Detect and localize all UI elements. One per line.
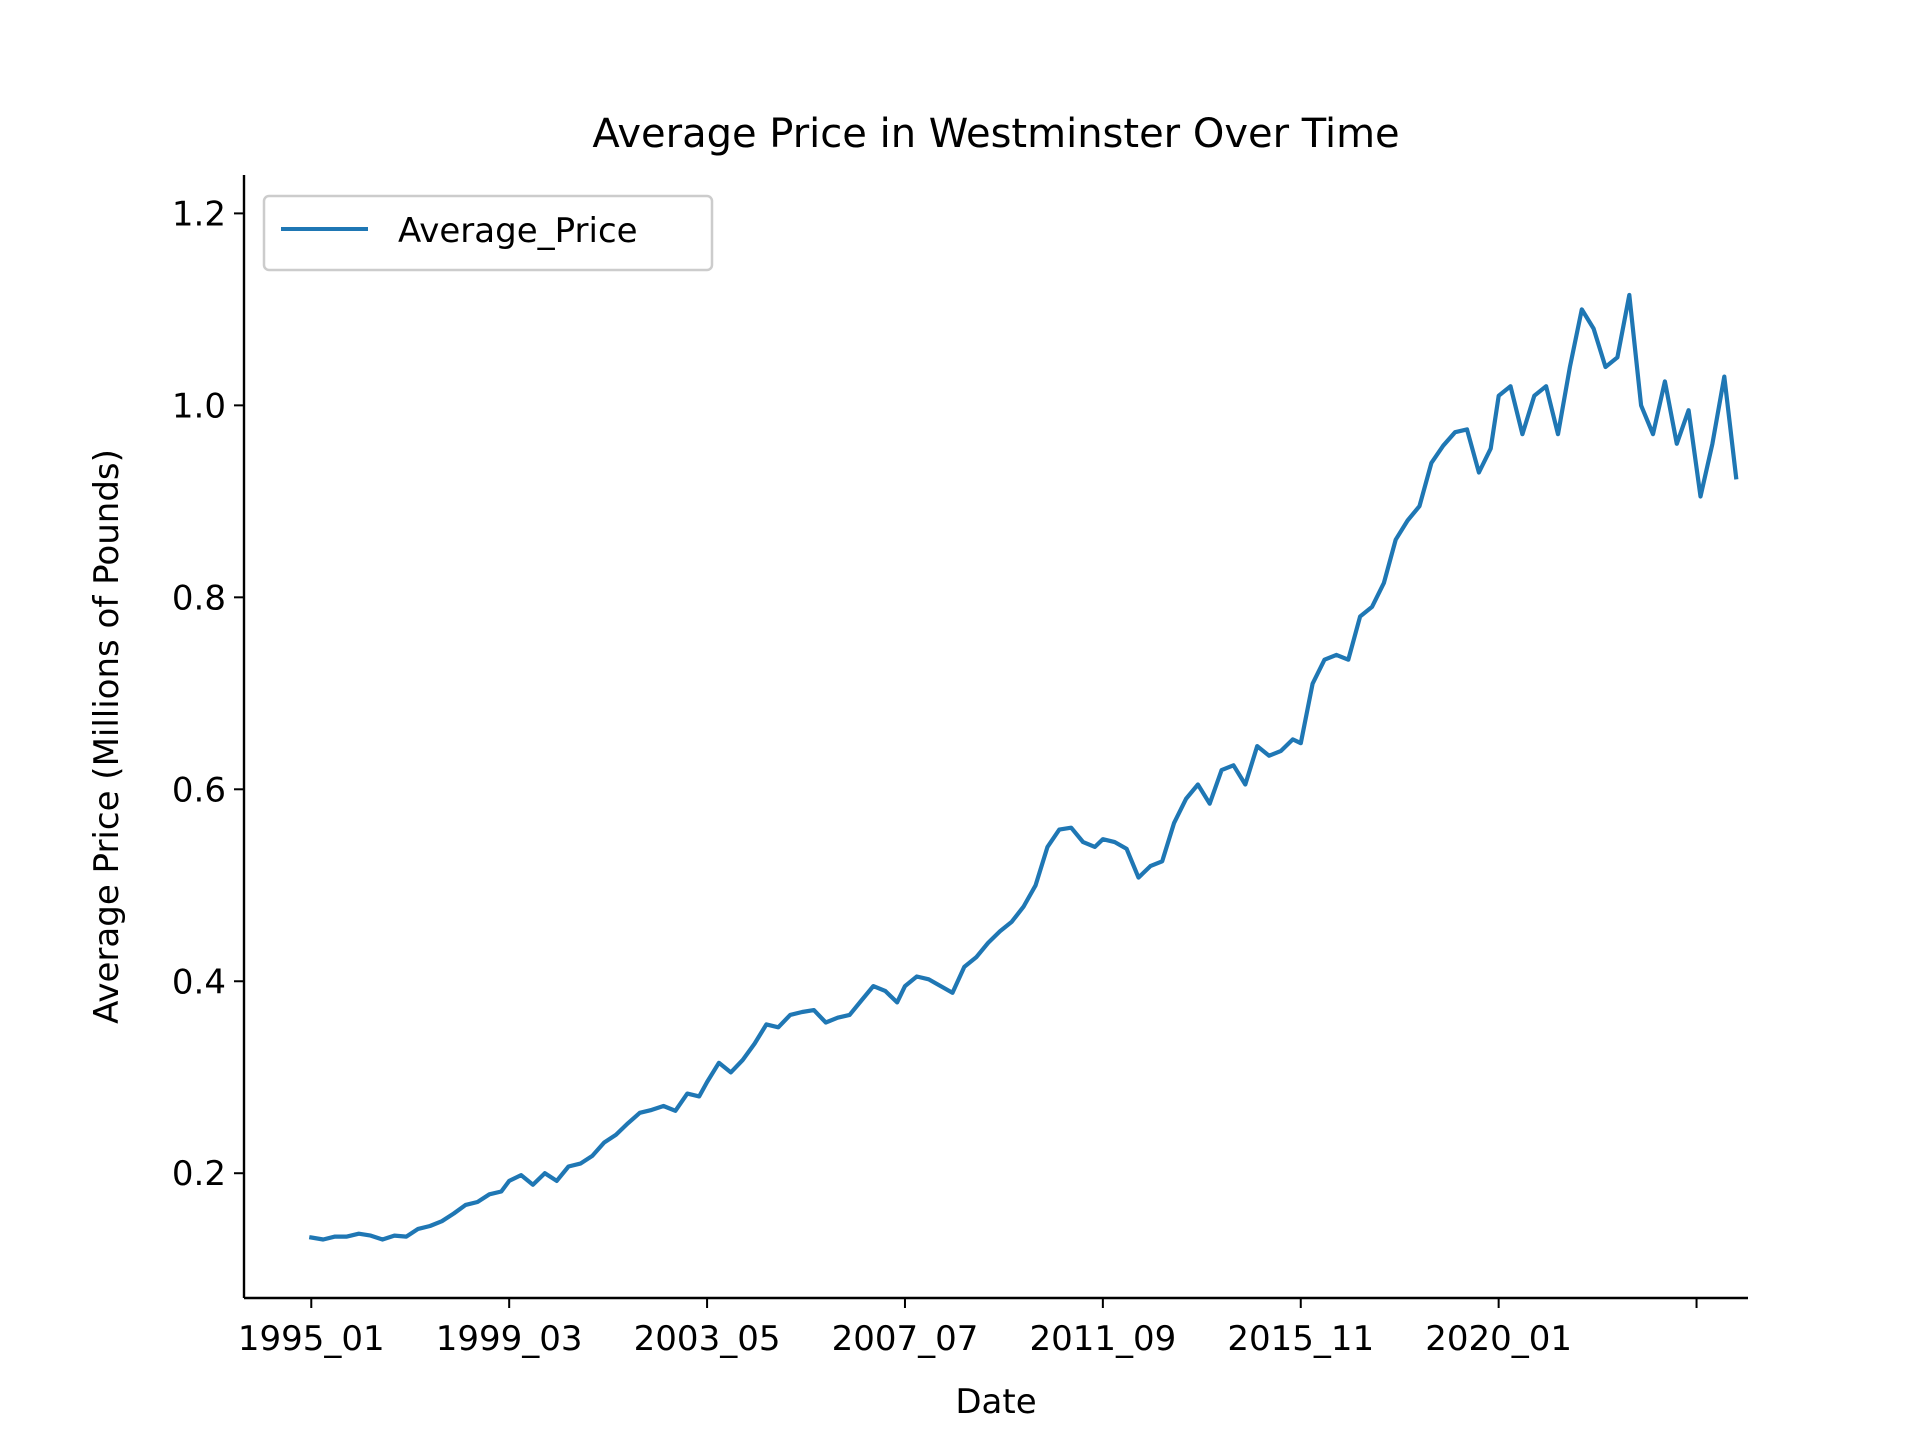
x-tick-label: 2011_09 (1029, 1319, 1176, 1359)
x-axis-title: Date (955, 1382, 1036, 1422)
x-axis: 1995_01 1999_03 2003_05 2007_07 2011_09 2015_… (238, 1296, 1748, 1359)
legend-box (262, 194, 714, 272)
y-tick-label: 0.8 (172, 578, 226, 618)
x-tick-label: 2003_05 (634, 1319, 781, 1359)
x-tick-label: 2007_07 (832, 1319, 979, 1359)
x-tick-label: 1999_03 (436, 1319, 583, 1359)
y-tick-label: 0.2 (172, 1154, 226, 1194)
legend: Average_Price (262, 194, 714, 272)
y-tick-label: 1.2 (172, 194, 226, 234)
x-tick-label: 1995_01 (238, 1319, 385, 1359)
series-line-average-price (308, 292, 1739, 1242)
series-layer (308, 292, 1739, 1242)
y-axis: 0.2 0.4 0.6 0.8 1.0 1.2 (172, 175, 246, 1298)
legend-label-average-price: Average_Price (398, 211, 638, 251)
y-tick-label: 0.4 (172, 962, 226, 1002)
y-tick-label: 0.6 (172, 770, 226, 810)
x-tick-label: 2015_11 (1227, 1319, 1374, 1359)
y-axis-title: Average Price (Millions of Pounds) (87, 449, 127, 1024)
chart-title: Average Price in Westminster Over Time (592, 111, 1399, 157)
y-tick-label: 1.0 (172, 386, 226, 426)
x-tick-label: 2020_01 (1425, 1319, 1572, 1359)
